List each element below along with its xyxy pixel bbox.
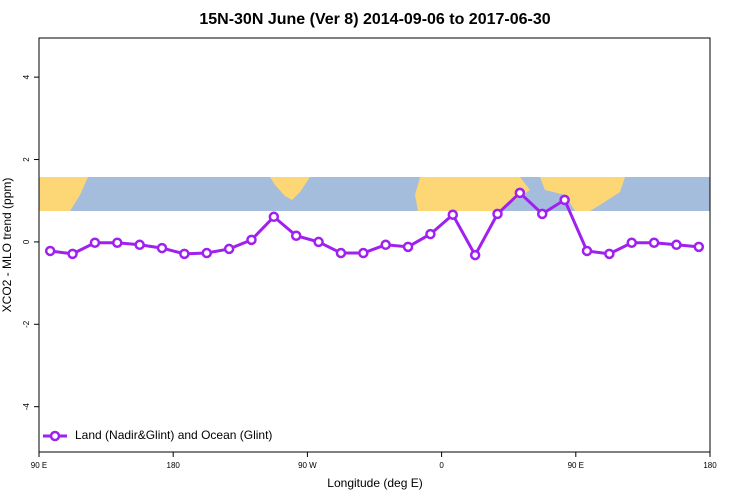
data-point: [290, 230, 302, 241]
x-tick-label: 90 W: [298, 461, 317, 470]
data-point: [89, 237, 101, 248]
y-tick-label: 4: [22, 74, 31, 79]
y-tick-label: -4: [22, 403, 31, 411]
data-point: [380, 239, 391, 251]
legend-marker: [49, 430, 61, 442]
y-tick-label: 2: [22, 157, 31, 162]
x-tick-label: 90 E: [31, 461, 47, 470]
data-point: [335, 247, 347, 259]
y-tick-label: -2: [22, 320, 31, 328]
data-point: [648, 237, 660, 248]
data-point: [268, 211, 280, 223]
x-tick-label: 180: [703, 461, 717, 470]
data-point: [425, 228, 436, 240]
data-point: [112, 237, 123, 248]
data-point: [581, 245, 593, 257]
data-point: [313, 236, 324, 248]
data-point: [358, 247, 369, 259]
data-point: [604, 248, 615, 260]
data-point: [402, 241, 414, 253]
data-point: [447, 209, 459, 220]
x-tick-label: 0: [439, 461, 444, 470]
data-point: [559, 194, 570, 206]
y-tick-label: 0: [22, 239, 31, 244]
plot-frame: [38, 37, 711, 453]
data-point: [514, 187, 526, 199]
data-point: [626, 237, 637, 248]
chart-title: 15N-30N June (Ver 8) 2014-09-06 to 2017-…: [199, 11, 550, 28]
legend-label: Land (Nadir&Glint) and Ocean (Glint): [75, 428, 272, 442]
data-point: [67, 248, 78, 260]
data-point: [671, 239, 682, 251]
data-point: [201, 247, 212, 259]
data-point: [492, 208, 503, 220]
data-point: [134, 239, 145, 251]
data-point: [469, 249, 481, 261]
x-tick-label: 180: [167, 461, 181, 470]
data-point: [44, 245, 56, 257]
map-band: [39, 177, 710, 211]
data-point: [246, 234, 257, 246]
data-point: [693, 241, 705, 253]
data-point: [156, 242, 168, 254]
x-axis-label: Longitude (deg E): [327, 476, 422, 490]
y-axis-label: XCO2 - MLO trend (ppm): [0, 178, 14, 313]
data-point: [223, 243, 235, 255]
data-point: [179, 248, 190, 260]
data-point: [537, 208, 548, 220]
x-tick-label: 90 E: [568, 461, 584, 470]
